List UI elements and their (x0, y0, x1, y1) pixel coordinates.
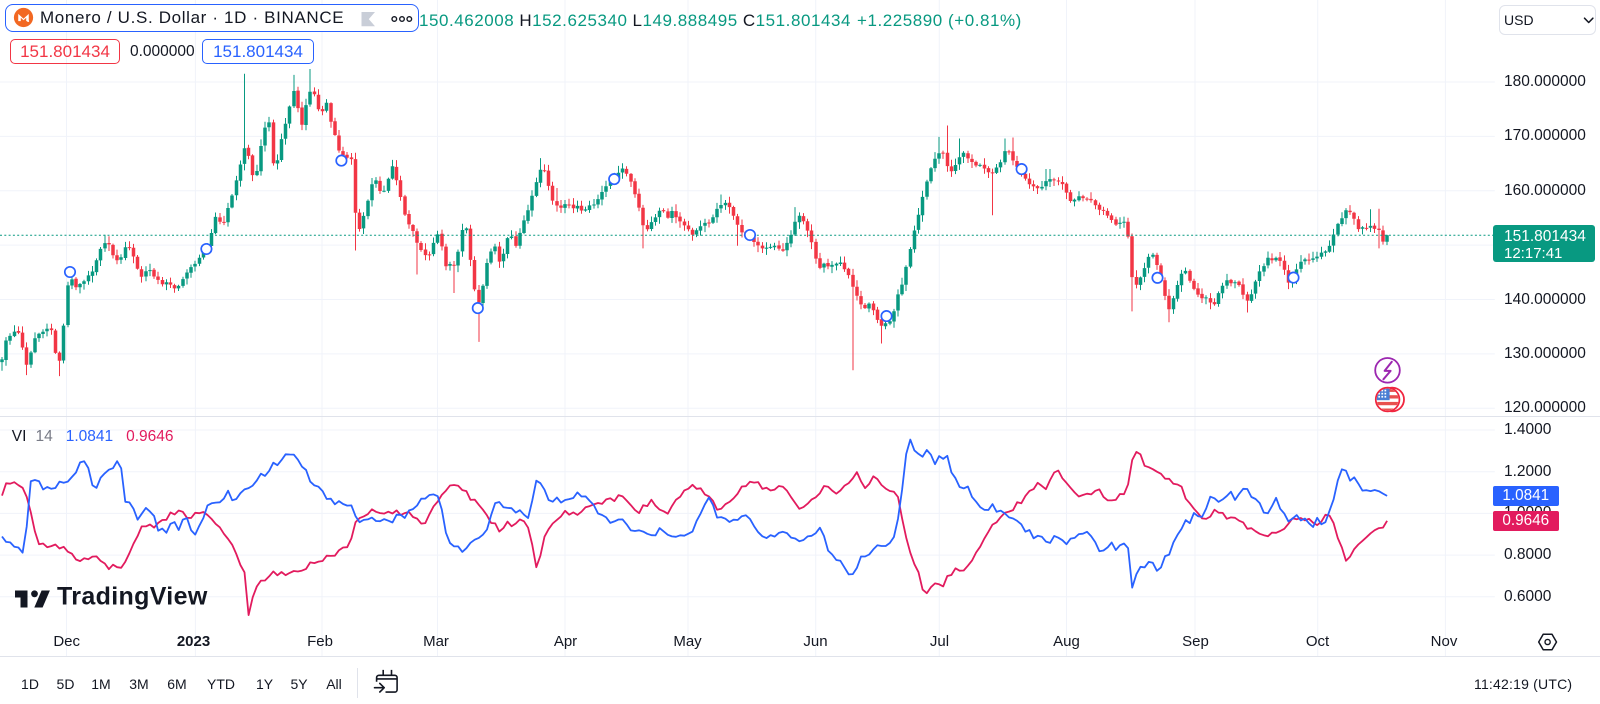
svg-text:TradingView: TradingView (57, 583, 208, 611)
